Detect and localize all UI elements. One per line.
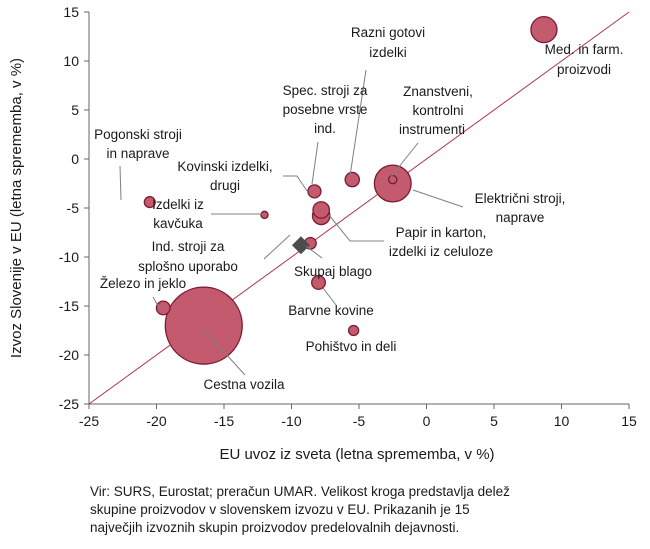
data-label: kavčuka [153,216,203,231]
data-label: Barvne kovine [288,303,374,318]
data-label: kontrolni [412,103,463,118]
data-label: ind. [314,121,336,136]
x-tick-label: -25 [79,413,99,429]
x-tick-label: -5 [353,413,366,429]
data-label: Kovinski izdelki, [177,159,272,174]
data-label: Papir in karton, [396,225,487,240]
leader-line [283,175,308,192]
bubble-chart: Izvoz Slovenije v EU (letna sprememba, v… [8,4,637,463]
data-label: Spec. stroji za [283,83,368,98]
y-tick-label: -10 [59,249,79,265]
data-label: Železo in jeklo [100,276,186,291]
y-tick-label: -25 [59,396,79,412]
data-label: in naprave [106,146,169,161]
y-tick-label: 0 [71,151,79,167]
x-axis-label: EU uvoz iz sveta (letna sprememba, v %) [219,446,494,463]
data-bubble [143,196,156,209]
data-label: Pogonski stroji [94,127,182,142]
data-label: Cestna vozila [203,377,285,392]
leader-line [263,234,291,260]
x-tick-label: 5 [490,413,498,429]
source-note-line: Vir: SURS, Eurostat; preračun UMAR. Veli… [90,484,510,499]
data-bubble [344,171,361,188]
data-bubble [307,184,322,199]
data-label: Razni gotovi [351,25,425,40]
data-bubble [347,324,360,337]
data-label: Izdelki iz [152,197,204,212]
data-label: splošno uporabo [138,259,238,274]
x-tick-label: 10 [554,413,570,429]
data-label: Električni stroji, [475,191,566,206]
leader-line [152,296,161,310]
data-label: Med. in farm. [545,42,624,57]
data-bubble [164,286,243,365]
source-note-line: največjih izvoznih skupin proizvodov pre… [90,520,460,535]
data-label: drugi [210,178,240,193]
data-label: proizvodi [557,62,611,77]
source-note: Vir: SURS, Eurostat; preračun UMAR. Veli… [90,483,610,537]
leader-line [328,214,384,242]
data-label: izdelki iz celuloze [389,244,493,259]
leader-line [349,69,367,177]
data-label: izdelki [369,45,407,60]
x-tick-label: -15 [214,413,234,429]
leader-line [119,165,122,201]
y-axis-label: Izvoz Slovenije v EU (letna sprememba, v… [8,58,25,358]
data-label: Pohištvo in deli [306,339,397,354]
data-bubble [155,300,171,316]
y-tick-label: 15 [63,4,79,20]
data-bubble [311,275,326,290]
leader-line [412,189,464,208]
y-tick-label: -15 [59,298,79,314]
data-label: Ind. stroji za [152,239,225,254]
x-tick-label: 0 [423,413,431,429]
data-label: instrumenti [399,122,465,137]
leader-line [311,141,319,185]
y-tick-label: 10 [63,53,79,69]
data-label: Skupaj blago [294,264,372,279]
x-tick-label: 15 [621,413,637,429]
data-bubble [387,174,398,185]
leader-line [389,142,419,179]
y-tick-label: 5 [71,102,79,118]
data-label: naprave [496,210,545,225]
source-note-line: skupine proizvodov v slovenskem izvozu v… [90,502,470,517]
leader-line [322,287,337,306]
y-tick-label: -20 [59,347,79,363]
x-tick-label: -20 [146,413,166,429]
data-bubble [530,15,558,44]
data-label: Znanstveni, [403,84,473,99]
data-bubble [312,201,331,219]
data-label: posebne vrste [283,102,368,117]
y-tick-label: -5 [67,200,80,216]
data-bubble [260,210,269,220]
leader-line [305,245,323,259]
leader-line [203,329,246,376]
total-marker [291,236,310,255]
x-tick-label: -10 [281,413,301,429]
